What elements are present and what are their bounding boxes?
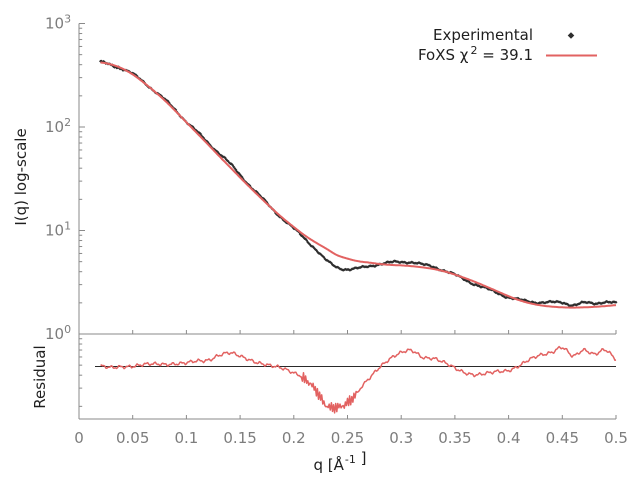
axes bbox=[78, 23, 616, 420]
x-tick-label: 0.35 bbox=[438, 429, 471, 447]
series-foxs-fit-line bbox=[100, 61, 617, 309]
axis-spines bbox=[78, 23, 616, 420]
y-axis-title-residual: Residual bbox=[31, 345, 49, 408]
x-tick-label: 0.05 bbox=[116, 429, 149, 447]
foxs-fit-curve bbox=[100, 61, 617, 309]
legend-label-experimental: Experimental bbox=[433, 26, 533, 44]
y-tick-label: 100 bbox=[45, 323, 71, 343]
x-tick-label: 0.4 bbox=[497, 429, 521, 447]
x-tick-label: 0.2 bbox=[282, 429, 306, 447]
axis-titles: I(q) log-scale Residual q [Å-1 ] bbox=[12, 128, 367, 474]
legend: Experimental FoXS χ2​ = 39.1 bbox=[418, 26, 597, 64]
x-axis-title: q [Å-1 ] bbox=[314, 449, 367, 474]
y-tick-label: 103 bbox=[45, 13, 71, 33]
y-tick-label: 102 bbox=[45, 116, 71, 136]
legend-diamond-marker bbox=[567, 32, 575, 39]
x-tick-label: 0.25 bbox=[331, 429, 364, 447]
x-tick-label: 0.5 bbox=[604, 429, 628, 447]
experimental-points bbox=[99, 59, 618, 308]
residual-curve bbox=[100, 345, 617, 414]
series-residual-line bbox=[100, 345, 617, 414]
y-axis-title-intensity: I(q) log-scale bbox=[12, 128, 30, 225]
x-tick-label: 0.15 bbox=[223, 429, 256, 447]
axis-ticks bbox=[78, 23, 617, 419]
legend-label-foxs: FoXS χ2​ = 39.1 bbox=[418, 44, 533, 64]
x-tick-label: 0.1 bbox=[174, 429, 198, 447]
axis-tick-labels: 0 0.05 0.1 0.15 0.2 0.25 0.3 0.35 0.4 0.45 0.5 103 1… bbox=[45, 13, 628, 448]
series-experimental-points bbox=[99, 59, 618, 308]
x-tick-label: 0 bbox=[74, 429, 84, 447]
y-tick-label: 101 bbox=[45, 220, 71, 240]
x-tick-label: 0.3 bbox=[389, 429, 413, 447]
x-tick-label: 0.45 bbox=[546, 429, 579, 447]
